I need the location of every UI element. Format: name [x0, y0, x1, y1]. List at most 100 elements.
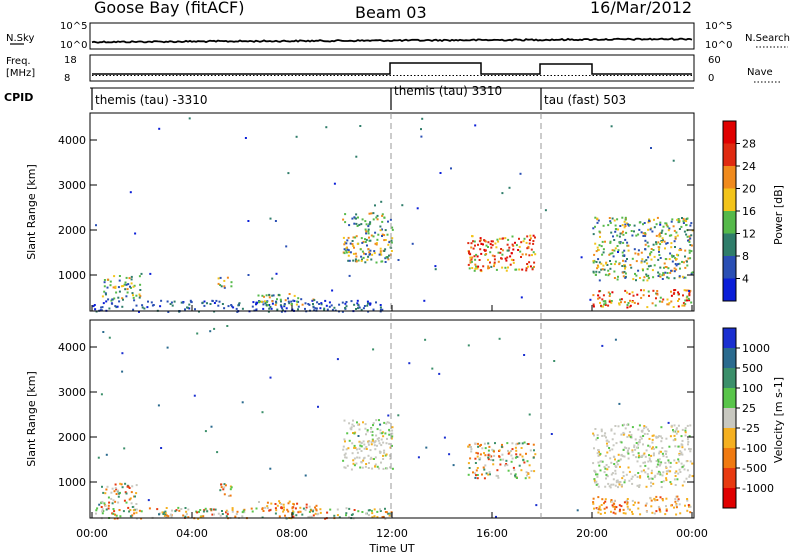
- echo-cell: [512, 248, 515, 251]
- echo-cell: [487, 265, 490, 268]
- scatter-region-7: [592, 495, 692, 516]
- echo-cell: [653, 218, 655, 221]
- echo-cell: [336, 358, 339, 361]
- echo-cell: [487, 246, 489, 248]
- echo-cell: [319, 511, 322, 514]
- echo-cell: [343, 419, 346, 422]
- echo-cell: [474, 267, 477, 270]
- echo-cell: [275, 272, 278, 275]
- echo-cell: [626, 503, 629, 506]
- echo-cell: [594, 216, 597, 219]
- echo-cell: [374, 242, 377, 245]
- echo-cell: [688, 475, 691, 478]
- echo-cell: [362, 440, 365, 443]
- echo-cell: [658, 248, 660, 251]
- echo-cell: [203, 304, 206, 307]
- echo-cell: [352, 252, 355, 255]
- echo-cell: [610, 499, 613, 501]
- echo-cell: [599, 452, 602, 455]
- echo-cell: [647, 475, 650, 478]
- echo-cell: [636, 293, 639, 296]
- echo-cell: [611, 217, 614, 220]
- echo-cell: [227, 305, 230, 308]
- echo-cell: [139, 289, 142, 291]
- echo-cell: [611, 472, 614, 475]
- echo-cell: [262, 307, 265, 310]
- echo-cell: [118, 290, 121, 293]
- echo-cell: [660, 450, 662, 453]
- echo-cell: [592, 497, 595, 500]
- echo-cell: [640, 261, 643, 264]
- echo-cell: [646, 473, 649, 476]
- echo-cell: [531, 267, 534, 270]
- echo-cell: [100, 506, 103, 508]
- freq-right-tick-top: 60: [708, 55, 721, 66]
- echo-cell: [269, 376, 272, 379]
- echo-cell: [493, 263, 496, 266]
- echo-cell: [476, 467, 479, 469]
- echo-cell: [468, 267, 471, 270]
- echo-cell: [664, 222, 667, 225]
- echo-cell: [343, 466, 346, 469]
- echo-cell: [642, 453, 645, 456]
- echo-cell: [675, 258, 678, 260]
- echo-cell: [665, 222, 668, 225]
- echo-cell: [595, 483, 598, 486]
- echo-cell: [641, 258, 644, 261]
- echo-cell: [365, 463, 368, 465]
- echo-cell: [379, 451, 382, 454]
- echo-cell: [364, 228, 367, 231]
- echo-cell: [622, 275, 625, 278]
- echo-cell: [595, 473, 597, 476]
- echo-cell: [507, 452, 510, 455]
- echo-cell: [489, 261, 491, 264]
- echo-cell: [669, 461, 672, 464]
- echo-cell: [632, 454, 635, 457]
- echo-cell: [355, 462, 358, 465]
- echo-cell: [127, 485, 130, 488]
- echo-cell: [377, 467, 380, 470]
- echo-cell: [518, 237, 520, 240]
- echo-cell: [596, 264, 599, 267]
- scatter-region-2: [219, 483, 233, 497]
- echo-cell: [674, 263, 677, 265]
- echo-cell: [390, 239, 393, 242]
- echo-cell: [631, 450, 634, 453]
- echo-cell: [645, 502, 648, 505]
- echo-cell: [224, 484, 227, 487]
- echo-cell: [684, 299, 687, 302]
- echo-cell: [619, 225, 622, 227]
- echo-cell: [230, 486, 233, 489]
- echo-cell: [622, 475, 625, 477]
- echo-cell: [374, 463, 377, 466]
- echo-cell: [665, 450, 668, 453]
- echo-cell: [377, 439, 380, 442]
- echo-cell: [658, 235, 661, 238]
- echo-cell: [196, 511, 199, 514]
- echo-cell: [229, 488, 232, 491]
- echo-cell: [472, 247, 475, 250]
- echo-cell: [660, 461, 663, 464]
- echo-cell: [641, 454, 644, 457]
- echo-cell: [622, 233, 625, 236]
- echo-cell: [488, 455, 491, 457]
- echo-cell: [600, 262, 603, 265]
- echo-cell: [351, 452, 354, 455]
- echo-cell: [686, 295, 689, 298]
- echo-cell: [601, 434, 604, 437]
- echo-cell: [683, 289, 686, 292]
- echo-cell: [610, 263, 613, 265]
- echo-cell: [638, 438, 641, 441]
- echo-cell: [374, 465, 377, 468]
- echo-cell: [624, 238, 627, 241]
- echo-cell: [353, 216, 356, 219]
- echo-cell: [528, 261, 531, 264]
- echo-cell: [657, 246, 660, 249]
- y-tick-label: 4000: [58, 134, 86, 147]
- echo-cell: [665, 455, 668, 458]
- echo-cell: [101, 295, 104, 298]
- echo-cell: [482, 466, 485, 469]
- echo-cell: [514, 446, 517, 449]
- echo-cell: [600, 304, 602, 307]
- echo-cell: [219, 276, 222, 279]
